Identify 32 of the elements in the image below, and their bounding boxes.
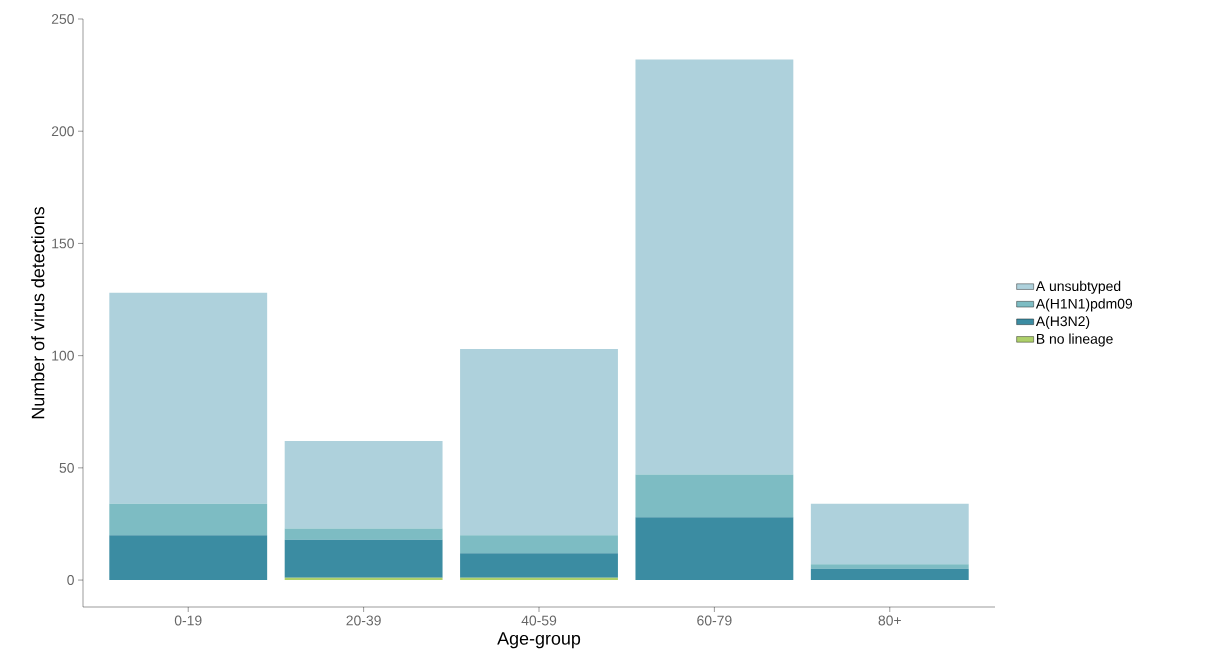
bar xyxy=(810,564,969,569)
x-tick-label: 20-39 xyxy=(346,615,381,626)
y-tick-label: 100 xyxy=(52,350,74,361)
x-axis-title: Age-group xyxy=(497,632,581,649)
bar xyxy=(635,517,794,581)
bar xyxy=(109,535,268,581)
y-axis-title: Number of virus detections xyxy=(31,207,45,419)
y-tick-label: 200 xyxy=(51,126,74,137)
x-tick-label: 60-79 xyxy=(697,615,732,626)
bar xyxy=(810,503,969,565)
legend-label: A unsubtyped xyxy=(1035,280,1121,294)
y-tick-label: 50 xyxy=(59,462,74,473)
legend-label: B no lineage xyxy=(1036,333,1113,347)
x-tick-label: 0-19 xyxy=(174,615,202,626)
bar xyxy=(635,474,794,518)
x-tick-label: 40-59 xyxy=(521,615,557,626)
y-tick-label: 150 xyxy=(52,238,74,249)
bar xyxy=(109,503,268,536)
bar xyxy=(635,59,794,475)
bar xyxy=(284,528,443,540)
y-tick-label: 250 xyxy=(51,14,74,24)
bar xyxy=(109,292,268,504)
y-tick-label: 0 xyxy=(67,575,74,586)
legend-label: A(H1N1)pdm09 xyxy=(1035,298,1133,312)
x-tick-label: 80+ xyxy=(878,615,901,626)
bar xyxy=(460,348,618,536)
bar xyxy=(460,535,618,554)
bar xyxy=(810,568,969,581)
bar xyxy=(284,539,443,578)
legend-label: A(H3N2) xyxy=(1035,315,1090,329)
bar xyxy=(460,553,618,578)
bar xyxy=(284,440,443,529)
